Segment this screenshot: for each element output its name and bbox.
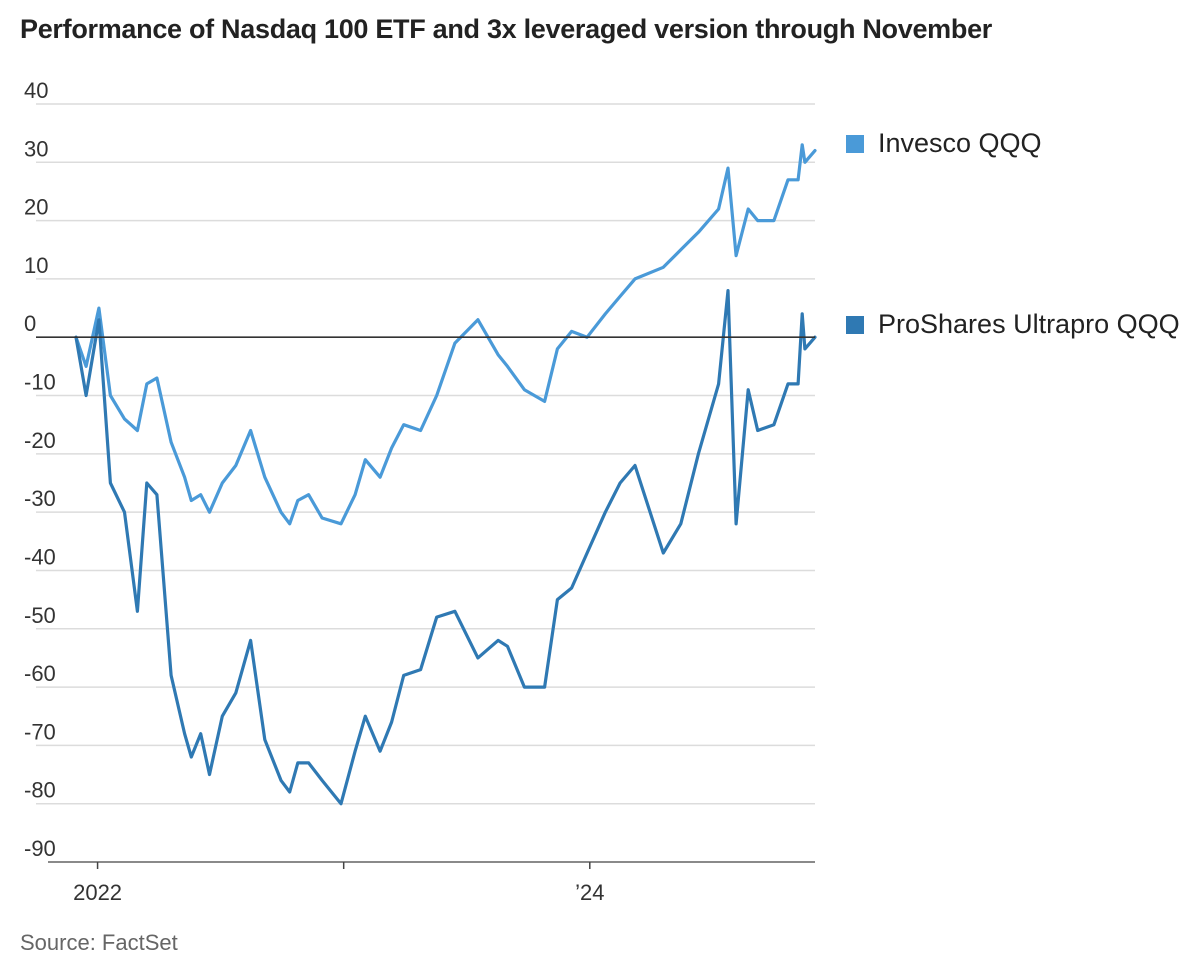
y-tick-label: 0 [24,311,36,336]
legend-label-tqqq: ProShares Ultrapro QQQ [878,309,1180,339]
legend-label-qqq: Invesco QQQ [878,128,1042,158]
y-tick-label: -90 [24,836,56,861]
y-tick-label: 10 [24,253,48,278]
y-tick-label: 20 [24,195,48,220]
y-tick-label: -60 [24,661,56,686]
legend-item-tqqq: ProShares Ultrapro QQQ [846,309,1180,340]
y-tick-label: -30 [24,486,56,511]
x-tick-label: 2022 [73,880,122,905]
y-tick-label: -40 [24,544,56,569]
y-tick-label: -10 [24,370,56,395]
legend-swatch-tqqq [846,315,864,334]
x-axis: 2022 ’24 [48,861,815,905]
y-tick-label: -50 [24,603,56,628]
series-line-tqqq [74,289,817,806]
y-tick-label: 30 [24,136,48,161]
series-lines [36,143,817,806]
y-tick-label: 40 [24,78,48,103]
source-note: Source: FactSet [20,930,178,955]
legend-item-qqq: Invesco QQQ [846,128,1042,159]
x-tick-label: ’24 [575,880,604,905]
y-tick-labels: 40 30 20 10 0 -10 -20 -30 -40 -50 -60 -70 -80 -90 [24,78,56,861]
y-tick-label: -80 [24,778,56,803]
chart-title: Performance of Nasdaq 100 ETF and 3x lev… [20,14,993,44]
legend-swatch-qqq [846,134,864,153]
y-tick-label: -20 [24,428,56,453]
series-line-qqq [74,143,817,526]
y-tick-label: -70 [24,719,56,744]
